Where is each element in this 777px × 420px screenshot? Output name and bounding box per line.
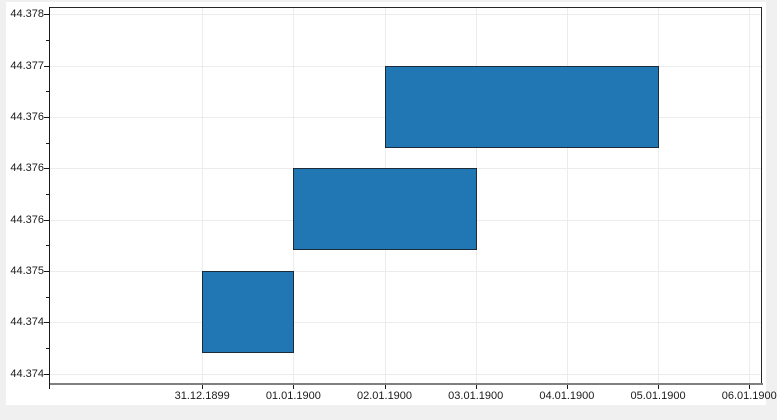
y-tick-label: 44.376 [10, 213, 44, 226]
y-minor-tick [46, 296, 49, 298]
x-axis-line [49, 383, 763, 385]
x-tick-label: 04.01.1900 [539, 390, 595, 402]
y-axis-line [48, 7, 50, 389]
chart-canvas[interactable]: 44.378 44.377 44.376 44.376 44.376 44.375 44.3… [6, 2, 777, 405]
x-tick-label: 01.01.1900 [265, 390, 321, 402]
data-bar-1[interactable] [202, 271, 295, 354]
y-minor-tick [46, 142, 49, 144]
y-tick-label: 44.374 [10, 367, 44, 380]
y-major-tick [44, 116, 49, 118]
y-major-tick [44, 271, 49, 272]
v-gridline [202, 8, 204, 383]
x-tick-label: 05.01.1900 [630, 390, 686, 402]
y-major-tick [44, 65, 49, 67]
x-tick-label: 02.01.1900 [356, 390, 413, 402]
y-tick-label: 44.377 [10, 59, 44, 72]
y-tick-label: 44.378 [10, 8, 44, 21]
y-tick-label: 44.375 [10, 265, 44, 277]
y-tick-label: 44.376 [10, 162, 44, 175]
x-major-tick [566, 385, 568, 389]
y-minor-tick [46, 39, 49, 41]
v-gridline [749, 8, 751, 383]
x-major-tick [749, 385, 751, 389]
x-major-tick [658, 385, 660, 389]
v-gridline [566, 8, 568, 383]
y-tick-label: 44.374 [10, 316, 44, 329]
v-gridline [658, 8, 660, 383]
x-major-tick [202, 385, 204, 389]
y-minor-tick [46, 193, 49, 195]
h-gridline [50, 14, 761, 16]
y-minor-tick [46, 245, 49, 247]
x-tick-label: 03.01.1900 [448, 390, 504, 402]
y-major-tick [44, 322, 49, 324]
x-major-tick [293, 385, 295, 389]
y-major-tick [44, 373, 49, 375]
data-bar-3[interactable] [384, 65, 660, 148]
y-tick-label: 44.376 [10, 110, 44, 123]
y-minor-tick [46, 348, 49, 350]
data-bar-2[interactable] [293, 168, 477, 251]
h-gridline [50, 373, 761, 375]
h-gridline [50, 322, 761, 324]
x-tick-label: 31.12.1899 [174, 390, 230, 402]
x-major-tick [384, 385, 386, 389]
y-major-tick [44, 14, 49, 16]
y-major-tick [44, 168, 49, 170]
x-tick-label: 06.01.1900 [721, 390, 777, 402]
h-gridline [50, 271, 761, 272]
x-major-tick [475, 385, 477, 389]
y-major-tick [44, 219, 49, 221]
y-minor-tick [46, 91, 49, 93]
